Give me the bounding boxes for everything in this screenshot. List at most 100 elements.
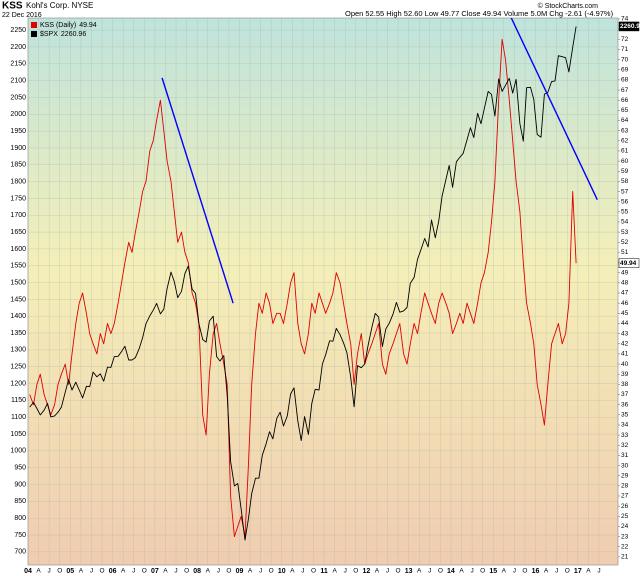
- y-tick-label: 800: [14, 515, 26, 522]
- x-tick-label: O: [353, 568, 358, 575]
- series-line: [29, 38, 577, 538]
- y2-tick-label: 57: [621, 188, 629, 195]
- marks: [29, 18, 598, 541]
- x-tick-label: A: [332, 568, 337, 575]
- y2-tick-label: 64: [621, 117, 629, 124]
- y-tick-label: 1700: [10, 212, 26, 219]
- y-tick-label: 2100: [10, 77, 26, 84]
- x-tick-label: 05: [66, 568, 74, 575]
- y-tick-label: 1800: [10, 178, 26, 185]
- legend-swatch: [31, 22, 37, 28]
- x-tick-label: O: [396, 568, 401, 575]
- x-tick-label: J: [48, 568, 51, 575]
- x-tick-label: A: [206, 568, 211, 575]
- y2-tick-label: 38: [621, 381, 629, 388]
- y-tick-label: 1050: [10, 431, 26, 438]
- x-tick-label: O: [142, 568, 147, 575]
- y2-tick-label: 45: [621, 310, 629, 317]
- x-tick-label: 13: [405, 568, 413, 575]
- y2-tick-label: 67: [621, 87, 629, 94]
- y2-tick-label: 54: [621, 219, 629, 226]
- y2-tick-label: 62: [621, 138, 629, 145]
- y-tick-label: 1300: [10, 347, 26, 354]
- y2-tick-label: 66: [621, 97, 629, 104]
- x-tick-label: O: [522, 568, 527, 575]
- legend-name: $SPX: [40, 31, 58, 38]
- x-tick-label: J: [386, 568, 389, 575]
- x-tick-label: O: [565, 568, 570, 575]
- x-tick-label: J: [470, 568, 473, 575]
- y2-tick-label: 71: [621, 46, 629, 53]
- y2-tick-label: 34: [621, 422, 629, 429]
- y2-tick-label: 31: [621, 452, 629, 459]
- y2-tick-label: 63: [621, 127, 629, 134]
- y-tick-label: 1750: [10, 195, 26, 202]
- y-tick-label: 1600: [10, 246, 26, 253]
- x-tick-label: 14: [447, 568, 455, 575]
- legend-swatch: [31, 31, 37, 37]
- y2-tick-label: 24: [621, 523, 629, 530]
- y2-tick-label: 25: [621, 513, 629, 520]
- x-tick-label: A: [290, 568, 295, 575]
- y2-tick-label: 22: [621, 543, 629, 550]
- y2-tick-label: 39: [621, 371, 629, 378]
- y2-tick-label: 41: [621, 351, 629, 358]
- y2-tick-label: 43: [621, 330, 629, 337]
- credit: © StockCharts.com: [538, 2, 599, 10]
- x-tick-label: 06: [109, 568, 117, 575]
- x-tick-label: A: [79, 568, 84, 575]
- y2-tick-label: 30: [621, 462, 629, 469]
- y-tick-label: 850: [14, 498, 26, 505]
- x-tick-label: 09: [236, 568, 244, 575]
- y2-tick-label: 42: [621, 340, 629, 347]
- value-tag: 2260.96: [620, 23, 640, 30]
- x-tick-label: O: [311, 568, 316, 575]
- y2-tick-label: 28: [621, 483, 629, 490]
- y2-tick-label: 58: [621, 178, 629, 185]
- x-tick-label: J: [174, 568, 177, 575]
- y2-tick-label: 40: [621, 361, 629, 368]
- y-tick-label: 2050: [10, 94, 26, 101]
- x-tick-label: J: [301, 568, 304, 575]
- y-tick-label: 2000: [10, 111, 26, 118]
- x-tick-label: O: [99, 568, 104, 575]
- y2-tick-label: 52: [621, 239, 629, 246]
- x-tick-label: 04: [24, 568, 32, 575]
- x-tick-label: A: [586, 568, 591, 575]
- y2-tick-label: 59: [621, 168, 629, 175]
- y-tick-label: 2200: [10, 44, 26, 51]
- y2-tick-label: 35: [621, 412, 629, 419]
- x-tick-label: J: [428, 568, 431, 575]
- y2-tick-label: 44: [621, 320, 629, 327]
- y2-tick-label: 29: [621, 472, 629, 479]
- trend-line: [510, 18, 598, 200]
- x-tick-label: 17: [574, 568, 582, 575]
- y2-tick-label: 51: [621, 249, 629, 256]
- y2-tick-label: 74: [621, 16, 629, 23]
- legend-value: 49.94: [79, 22, 97, 29]
- x-tick-label: O: [480, 568, 485, 575]
- y-tick-label: 1350: [10, 330, 26, 337]
- legend-name: KSS (Daily): [40, 22, 76, 29]
- y-tick-label: 1100: [11, 414, 26, 421]
- value-tag-box: [618, 258, 640, 268]
- y-tick-label: 1650: [10, 229, 26, 236]
- y2-tick-label: 26: [621, 503, 629, 510]
- x-tick-label: J: [344, 568, 347, 575]
- y2-tick-label: 68: [621, 77, 629, 84]
- x-tick-label: A: [121, 568, 126, 575]
- x-tick-label: O: [438, 568, 443, 575]
- y2-tick-label: 61: [621, 148, 629, 155]
- y-tick-label: 1150: [11, 397, 26, 404]
- x-tick-label: A: [36, 568, 41, 575]
- y2-tick-label: 56: [621, 198, 629, 205]
- x-tick-label: A: [375, 568, 380, 575]
- x-tick-label: 10: [278, 568, 286, 575]
- y-tick-label: 1250: [10, 364, 26, 371]
- legend-value: 2260.96: [61, 31, 86, 38]
- y2-tick-label: 55: [621, 209, 629, 216]
- y-tick-label: 1400: [10, 313, 26, 320]
- y2-tick-label: 37: [621, 391, 629, 398]
- x-tick-label: J: [555, 568, 558, 575]
- x-tick-label: O: [226, 568, 231, 575]
